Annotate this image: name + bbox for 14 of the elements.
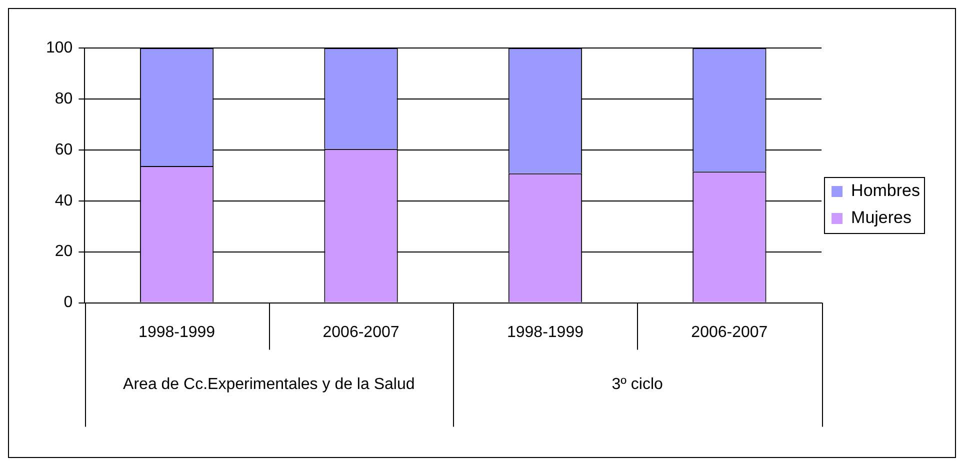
x-tick-label: 2006-2007 [691, 324, 768, 341]
y-tick-label: 60 [54, 141, 73, 158]
y-tick-label: 20 [54, 243, 73, 260]
x-tick-label: 1998-1999 [506, 324, 584, 341]
legend-label: Mujeres [851, 208, 912, 228]
y-tick-label: 40 [54, 192, 73, 210]
x-tick-label: 1998-1999 [138, 324, 216, 341]
legend-label: Hombres [851, 181, 920, 200]
y-tick-label: 0 [64, 294, 73, 312]
y-tick-label: 100 [46, 39, 73, 56]
text: Area de Cc.Experimentales y de la Salud [123, 376, 415, 394]
text: 3º ciclo [612, 376, 664, 394]
x-tick-label: 2006-2007 [322, 324, 400, 341]
y-tick-label: 80 [54, 90, 73, 108]
